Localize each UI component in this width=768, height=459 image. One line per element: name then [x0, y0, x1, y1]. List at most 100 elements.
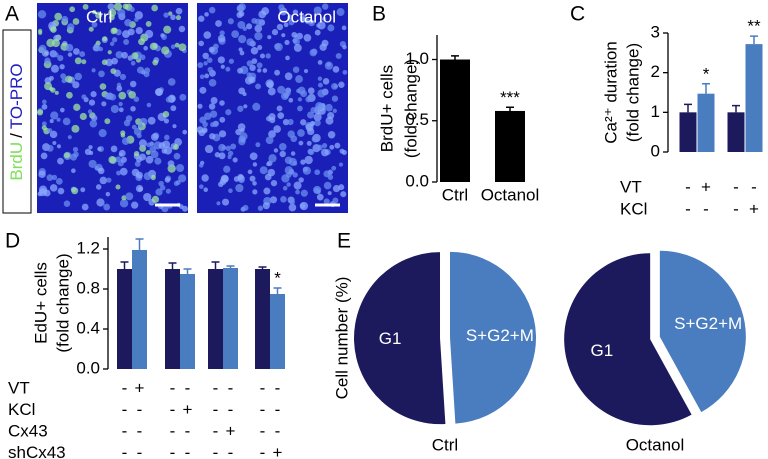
nucleus — [219, 116, 226, 123]
nucleus — [145, 155, 154, 164]
nucleus — [65, 43, 74, 52]
nucleus — [282, 185, 288, 191]
nucleus — [90, 91, 97, 98]
nucleus — [321, 142, 328, 149]
y-axis-label: EdU+ cells — [31, 262, 50, 344]
nucleus — [303, 68, 309, 74]
condition-mark: + — [135, 378, 145, 397]
nucleus — [167, 160, 175, 167]
nucleus — [219, 30, 225, 36]
nucleus — [131, 201, 139, 209]
nucleus — [204, 12, 209, 17]
condition-mark: - — [260, 378, 266, 397]
condition-mark: - — [228, 378, 234, 397]
nucleus — [36, 109, 44, 116]
nucleus — [87, 109, 93, 114]
nucleus — [72, 18, 80, 25]
nucleus — [145, 21, 152, 27]
nucleus — [127, 28, 135, 36]
condition-label: VT — [620, 177, 642, 196]
pie-slice — [354, 252, 446, 425]
nucleus — [143, 192, 152, 202]
nucleus — [335, 52, 342, 59]
nucleus — [214, 152, 221, 158]
x-tick-label: Octanol — [481, 185, 540, 204]
nucleus — [269, 196, 278, 204]
nucleus — [203, 31, 212, 39]
condition-mark: - — [685, 199, 691, 218]
error-bar — [226, 265, 235, 268]
nucleus — [261, 7, 270, 16]
nucleus — [238, 87, 246, 95]
nucleus — [228, 58, 235, 64]
nucleus — [315, 101, 324, 111]
nucleus — [317, 76, 323, 81]
nucleus — [163, 118, 170, 124]
nucleus — [237, 173, 244, 180]
nucleus — [242, 204, 249, 211]
nucleus — [306, 140, 312, 146]
nucleus — [247, 169, 253, 175]
nucleus — [106, 177, 112, 183]
nucleus — [227, 155, 232, 160]
nucleus — [202, 52, 209, 60]
nucleus — [293, 181, 302, 190]
nucleus — [98, 129, 107, 138]
nucleus — [40, 152, 48, 160]
bar — [745, 44, 763, 152]
condition-mark: - — [703, 199, 709, 218]
nucleus — [176, 163, 185, 173]
nucleus — [228, 188, 233, 194]
nucleus — [290, 135, 298, 143]
nucleus — [119, 167, 128, 176]
nucleus — [325, 116, 334, 125]
nucleus — [197, 62, 204, 69]
stain-box — [2, 29, 32, 214]
nucleus — [313, 113, 322, 122]
nucleus — [161, 148, 168, 154]
error-bar — [211, 261, 220, 269]
nucleus — [271, 29, 279, 36]
bar — [117, 269, 132, 369]
nucleus — [266, 81, 274, 89]
nucleus — [281, 33, 286, 38]
nucleus — [284, 39, 290, 46]
nucleus — [213, 120, 219, 127]
nucleus — [225, 145, 231, 151]
nucleus — [131, 124, 137, 130]
nucleus — [327, 24, 335, 32]
nucleus — [138, 153, 147, 161]
y-tick-label: 1.2 — [76, 238, 100, 257]
nucleus — [51, 174, 58, 181]
nucleus — [167, 78, 176, 86]
nucleus — [251, 58, 258, 65]
nucleus — [204, 73, 210, 79]
nucleus — [282, 118, 290, 126]
nucleus — [130, 106, 136, 112]
condition-mark: - — [260, 421, 266, 440]
nucleus — [274, 43, 281, 50]
nucleus — [314, 119, 321, 127]
nucleus — [41, 125, 47, 131]
nucleus — [127, 55, 134, 61]
nucleus — [123, 119, 131, 127]
nucleus — [305, 96, 312, 103]
nucleus — [218, 152, 226, 160]
y-tick-label: 0.8 — [76, 278, 100, 297]
nucleus — [56, 117, 61, 122]
bar — [255, 269, 270, 369]
y-axis-label: BrdU+ cells — [377, 65, 396, 152]
nucleus — [165, 96, 172, 103]
error-bar — [183, 268, 192, 274]
nucleus — [54, 90, 59, 95]
nucleus — [295, 75, 303, 83]
condition-mark: - — [260, 443, 266, 459]
nucleus — [56, 144, 62, 149]
nucleus — [151, 195, 160, 203]
nucleus — [237, 67, 244, 74]
nucleus — [163, 25, 172, 34]
nucleus — [322, 78, 330, 85]
nucleus — [155, 188, 163, 196]
nucleus — [103, 203, 111, 211]
